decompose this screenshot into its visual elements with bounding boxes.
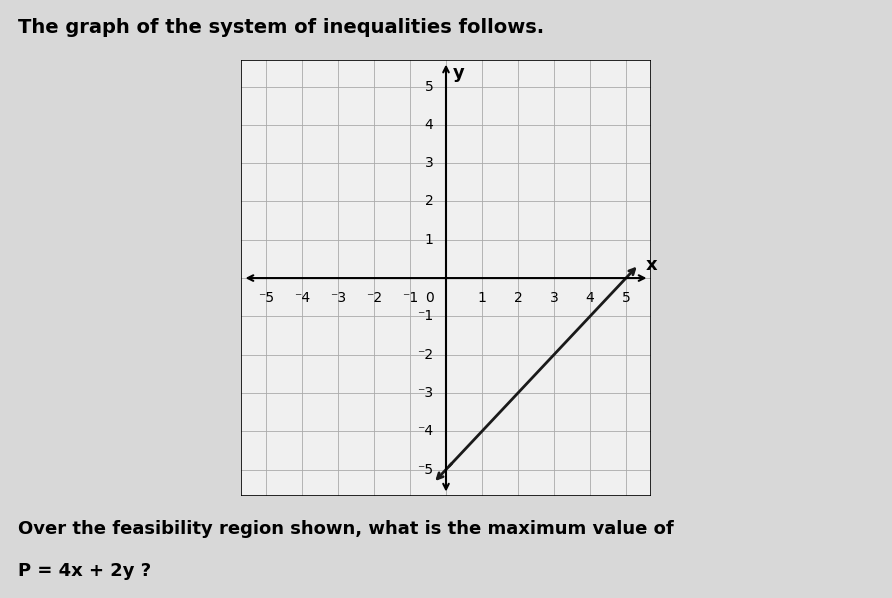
Text: ⁻2: ⁻2 [417, 347, 434, 362]
Text: 4: 4 [585, 291, 594, 306]
Text: ⁻5: ⁻5 [258, 291, 274, 306]
Text: ⁻3: ⁻3 [417, 386, 434, 400]
Text: ⁻4: ⁻4 [417, 424, 434, 438]
Text: ⁻4: ⁻4 [294, 291, 310, 306]
Text: 3: 3 [425, 156, 434, 170]
Text: 1: 1 [425, 233, 434, 247]
Text: Over the feasibility region shown, what is the maximum value of: Over the feasibility region shown, what … [18, 520, 673, 538]
Text: 3: 3 [549, 291, 558, 306]
Text: 0: 0 [425, 291, 434, 306]
Text: x: x [645, 256, 657, 274]
Text: 5: 5 [425, 80, 434, 94]
Text: ⁻2: ⁻2 [366, 291, 382, 306]
Text: ⁻1: ⁻1 [417, 309, 434, 324]
Text: y: y [453, 63, 465, 82]
Text: The graph of the system of inequalities follows.: The graph of the system of inequalities … [18, 18, 544, 37]
Text: ⁻3: ⁻3 [330, 291, 346, 306]
Text: 5: 5 [622, 291, 631, 306]
Text: 1: 1 [477, 291, 486, 306]
Text: 2: 2 [514, 291, 523, 306]
Text: 2: 2 [425, 194, 434, 209]
Text: ⁻5: ⁻5 [417, 462, 434, 477]
Text: P = 4x + 2y ?: P = 4x + 2y ? [18, 562, 151, 580]
Text: ⁻1: ⁻1 [402, 291, 418, 306]
Text: 4: 4 [425, 118, 434, 132]
